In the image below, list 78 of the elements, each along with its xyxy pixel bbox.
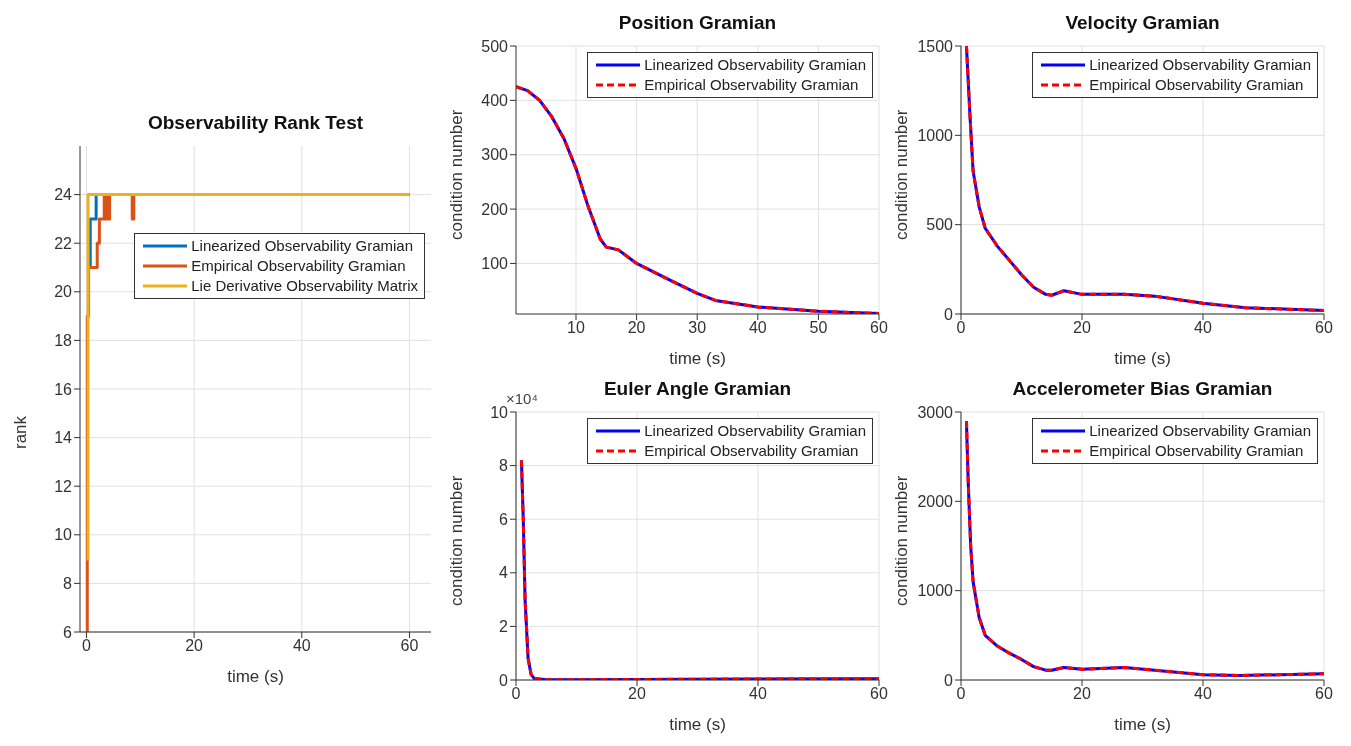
y-tick-label: 2 [499, 618, 509, 636]
x-axis-title: time (s) [1114, 349, 1171, 368]
x-tick-label: 20 [628, 685, 646, 703]
chart-title: Observability Rank Test [146, 111, 365, 135]
y-tick-label: 1500 [917, 37, 954, 55]
y-tick-label: 0 [499, 671, 509, 689]
legend-label: Empirical Observability Gramian [191, 256, 406, 277]
x-tick-label: 20 [1073, 685, 1091, 703]
y-tick-label: 500 [481, 37, 509, 55]
y-tick-label: 18 [54, 332, 73, 350]
legend-label: Linearized Observability Gramian [644, 421, 866, 441]
x-tick-label: 60 [870, 685, 888, 703]
text: ×10⁴ [506, 390, 538, 407]
x-axis-title: time (s) [669, 349, 726, 368]
legend-label: Lie Derivative Observability Matrix [191, 276, 418, 297]
x-axis-title: time (s) [669, 715, 726, 734]
x-tick-label: 60 [400, 637, 419, 655]
x-tick-label: 40 [292, 637, 311, 655]
legend-label: Empirical Observability Gramian [1089, 75, 1304, 95]
y-tick-label: 400 [481, 92, 509, 110]
y-tick-label: 0 [944, 671, 954, 689]
x-tick-label: 10 [567, 319, 585, 337]
legend-label: Empirical Observability Gramian [644, 75, 859, 95]
chart-title: Velocity Gramian [1064, 11, 1221, 35]
x-tick-label: 60 [1315, 319, 1333, 337]
x-tick-label: 40 [748, 319, 767, 337]
y-tick-label: 8 [499, 457, 509, 475]
y-tick-label: 0 [944, 305, 954, 323]
x-tick-label: 60 [1315, 685, 1333, 703]
legend-label: Linearized Observability Gramian [191, 236, 414, 257]
x-axis-title: time (s) [1114, 715, 1171, 734]
legend-label: Linearized Observability Gramian [1089, 421, 1311, 441]
x-tick-label: 20 [185, 637, 204, 655]
y-tick-label: 100 [481, 255, 509, 273]
legend-label: Empirical Observability Gramian [1089, 441, 1304, 461]
y-tick-label: 8 [63, 575, 73, 593]
x-tick-label: 20 [1073, 319, 1091, 337]
x-tick-label: 40 [1194, 319, 1212, 337]
y-axis-title: condition number [892, 109, 912, 240]
y-axis-title: condition number [892, 475, 912, 606]
x-tick-label: 0 [82, 637, 92, 655]
x-tick-label: 50 [809, 319, 828, 337]
y-tick-label: 1000 [917, 582, 954, 600]
legend-label: Linearized Observability Gramian [644, 55, 866, 75]
legend-label: Empirical Observability Gramian [644, 441, 859, 461]
y-axis-title: rank [11, 415, 31, 449]
chart-title: Position Gramian [617, 11, 778, 35]
y-tick-label: 10 [54, 526, 73, 544]
y-axis-title: condition number [447, 475, 467, 606]
legend-label: Linearized Observability Gramian [1089, 55, 1311, 75]
y-tick-label: 20 [54, 283, 73, 301]
x-tick-label: 0 [956, 685, 966, 703]
y-tick-label: 300 [481, 146, 509, 164]
y-tick-label: 10 [490, 403, 509, 421]
y-axis-title: condition number [447, 109, 467, 240]
y-tick-label: 16 [54, 380, 73, 398]
chart-title: Euler Angle Gramian [603, 378, 792, 399]
y-tick-label: 24 [54, 186, 73, 204]
y-tick-label: 1000 [917, 127, 954, 145]
chart-title: Accelerometer Bias Gramian [1011, 377, 1274, 401]
x-tick-label: 0 [956, 319, 966, 337]
x-tick-label: 40 [749, 685, 767, 703]
x-tick-label: 40 [1194, 685, 1212, 703]
y-tick-label: 3000 [917, 403, 954, 421]
y-tick-label: 12 [54, 477, 73, 495]
y-tick-label: 22 [54, 234, 73, 252]
y-tick-label: 4 [499, 564, 509, 582]
x-tick-label: 0 [511, 685, 521, 703]
x-tick-label: 20 [627, 319, 646, 337]
y-tick-label: 14 [54, 429, 73, 447]
y-tick-label: 500 [926, 216, 954, 234]
y-tick-label: 6 [499, 510, 509, 528]
x-tick-label: 60 [870, 319, 888, 337]
x-axis-title: time (s) [227, 667, 284, 686]
y-tick-label: 6 [63, 623, 73, 641]
y-tick-label: 200 [481, 200, 509, 218]
y-tick-label: 2000 [917, 493, 954, 511]
x-tick-label: 30 [688, 319, 707, 337]
